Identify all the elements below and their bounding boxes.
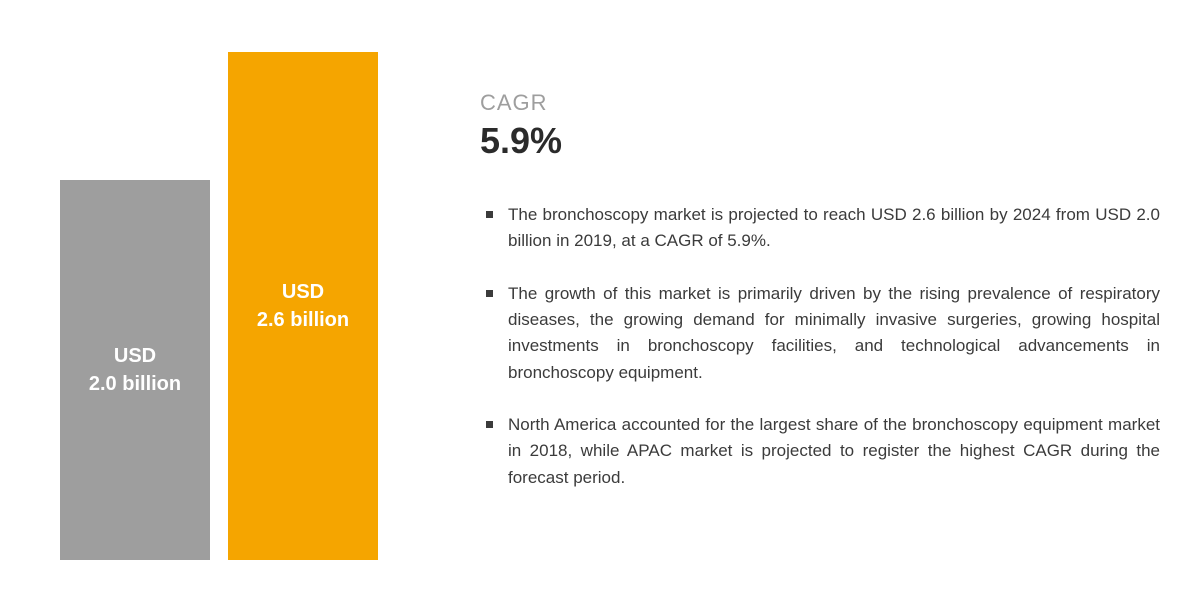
content-panel: CAGR 5.9% The bronchoscopy market is pro…	[420, 20, 1160, 560]
bar-label-value: 2.6 billion	[257, 306, 349, 334]
bar-2019: USD 2.0 billion	[60, 180, 210, 560]
bullet-item: North America accounted for the largest …	[480, 412, 1160, 491]
bullet-list: The bronchoscopy market is projected to …	[480, 202, 1160, 491]
bullet-item: The bronchoscopy market is projected to …	[480, 202, 1160, 255]
bar-chart: USD 2.0 billion USD 2.6 billion	[40, 20, 420, 560]
bullet-item: The growth of this market is primarily d…	[480, 281, 1160, 386]
infographic-container: USD 2.0 billion USD 2.6 billion CAGR 5.9…	[0, 0, 1200, 600]
cagr-label: CAGR	[480, 90, 1160, 116]
bar-label-value: 2.0 billion	[89, 370, 181, 398]
bar-2024: USD 2.6 billion	[228, 52, 378, 560]
bar-label-currency: USD	[114, 342, 156, 370]
bar-label-currency: USD	[282, 278, 324, 306]
cagr-value: 5.9%	[480, 120, 1160, 162]
